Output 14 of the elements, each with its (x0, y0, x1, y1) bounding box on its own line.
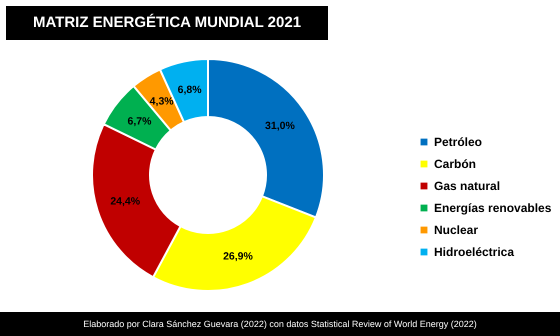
text: Elaborado por Clara Sánchez Guevara (2022) con datos Statistical Review of World Energy (2022) (0, 312, 560, 336)
legend-label: Carbón (434, 157, 476, 171)
data-label: 6,7% (128, 115, 152, 128)
legend-label: Hidroeléctrica (434, 245, 514, 259)
legend-label: Nuclear (434, 223, 478, 237)
data-label: 26,9% (223, 250, 254, 263)
legend-label: Petróleo (434, 135, 482, 149)
chart-title: MATRIZ ENERGÉTICA MUNDIAL 2021 (6, 6, 328, 40)
legend-label: Gas natural (434, 179, 500, 193)
legend-label: Energías renovables (434, 201, 552, 215)
data-label: 6,8% (178, 84, 202, 96)
data-label: 24,4% (110, 196, 141, 208)
data-label: 31,0% (265, 120, 296, 132)
data-label: 4,3% (150, 95, 174, 108)
